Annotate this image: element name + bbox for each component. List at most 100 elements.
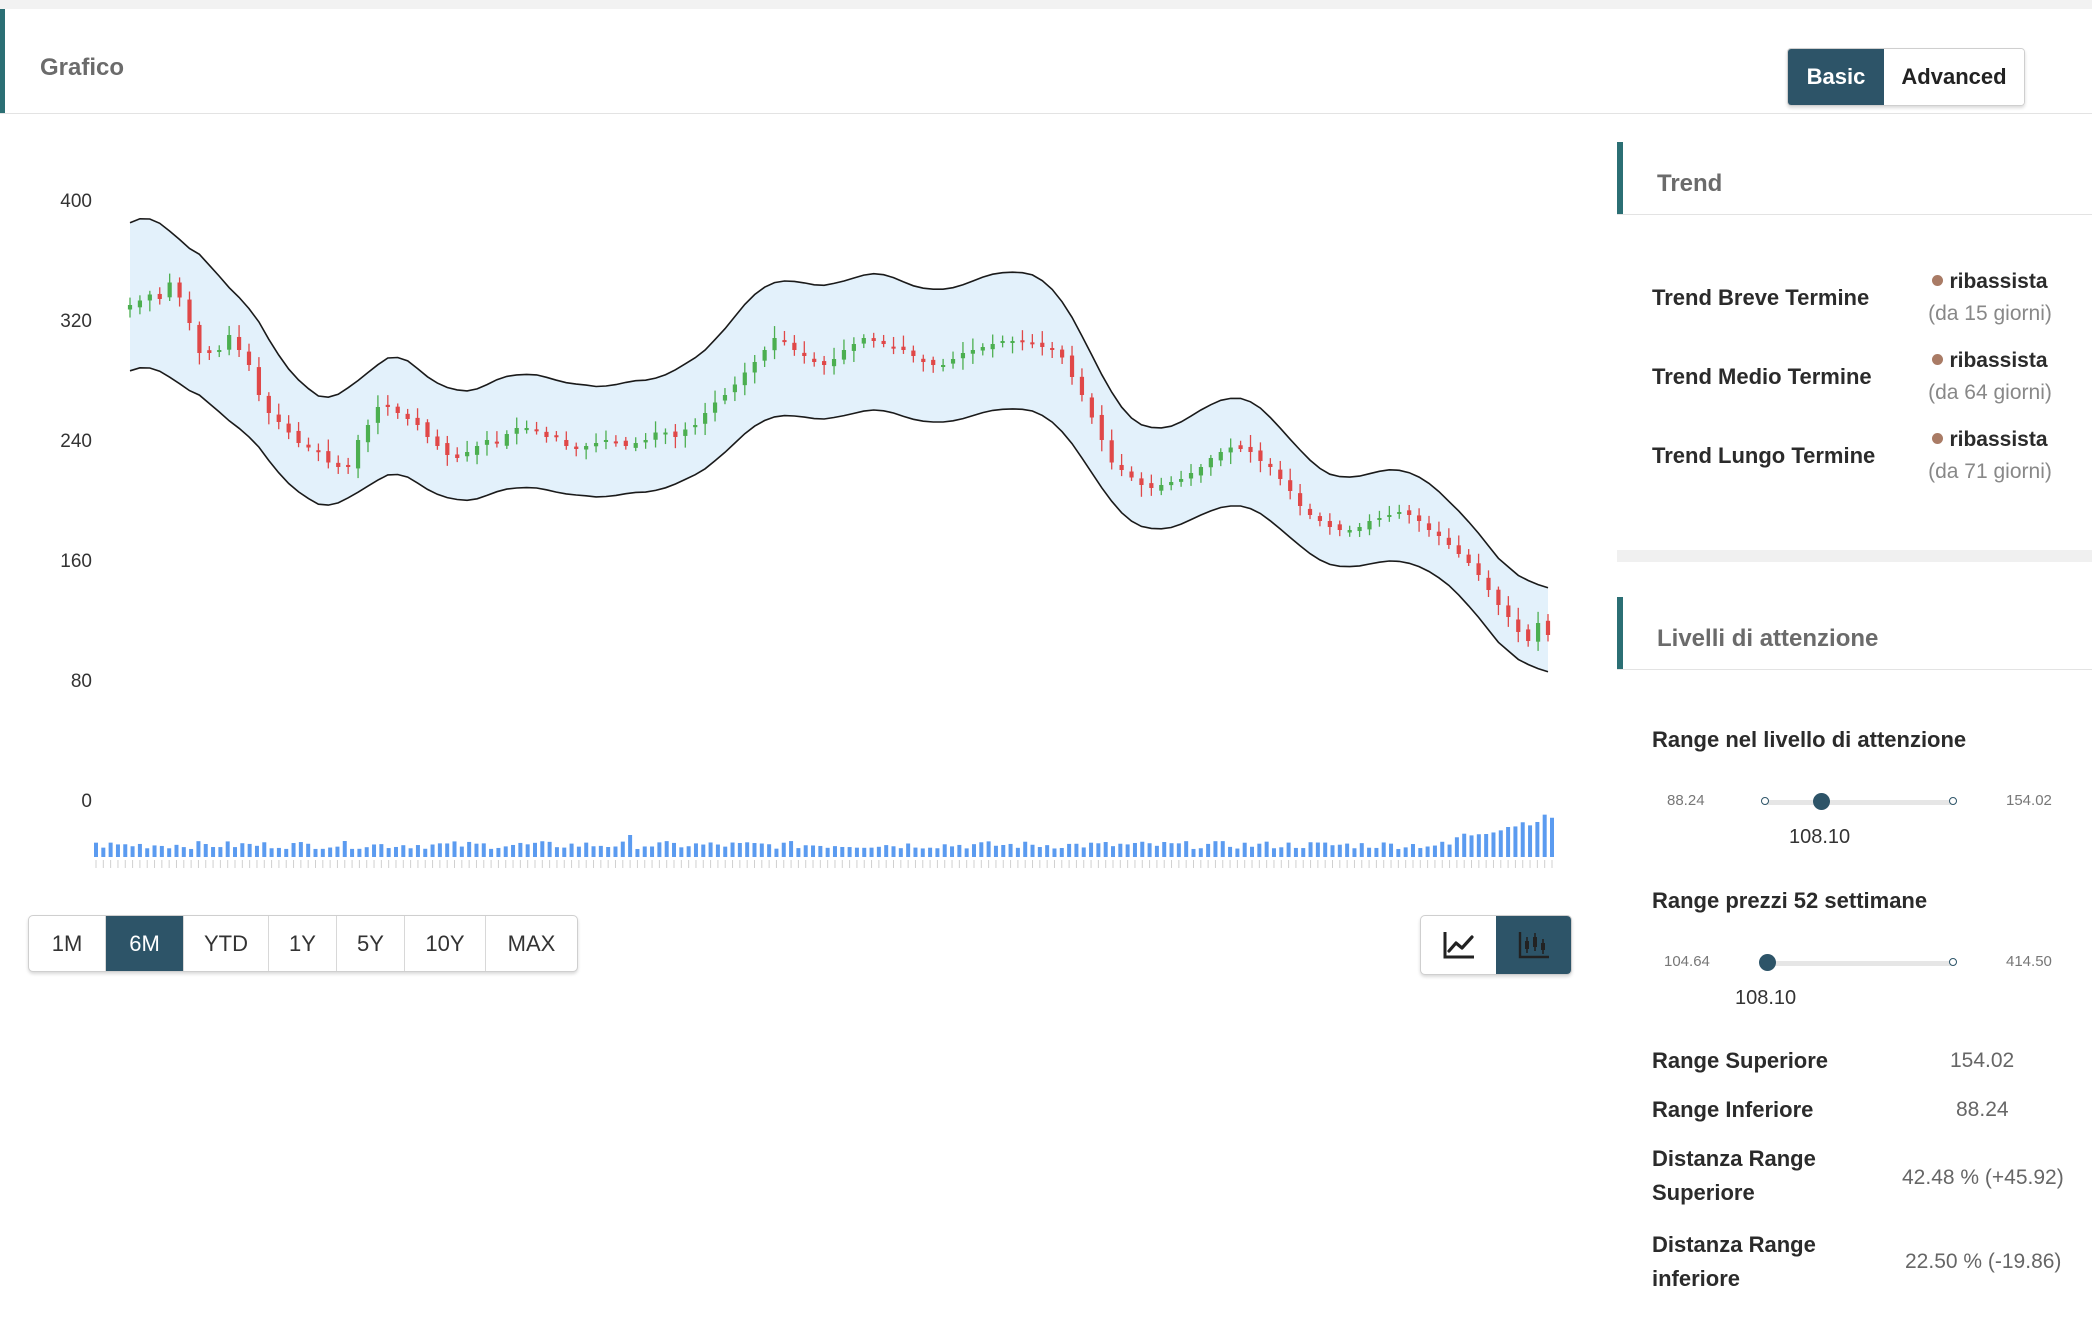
header-title: Grafico [40,54,125,81]
period-1m-button[interactable]: 1M [29,916,106,971]
candle [127,297,133,318]
candle [157,287,162,305]
levels-section-header: Livelli di attenzione [1617,597,2092,670]
candle [137,295,143,315]
volume-bar [554,847,559,857]
candle [1010,336,1015,354]
volume-bar [167,848,172,857]
volume-bar [1067,843,1072,857]
candle [643,433,648,449]
candle [1526,624,1531,647]
y-tick-label: 320 [60,311,92,332]
volume-bar [137,843,142,857]
volume-bar [789,841,794,857]
volume-bar [1147,843,1152,857]
volume-bar [269,848,274,857]
volume-bar [1396,848,1401,857]
volume-bar [840,846,845,857]
volume-bar [1037,847,1042,857]
volume-bar [657,842,662,857]
candle [990,334,995,358]
volume-bar [372,844,377,857]
volume-bar [1264,841,1269,857]
volume-bar [774,848,779,857]
basic-button[interactable]: Basic [1788,49,1884,105]
volume-bar [511,844,516,857]
range-inferiore-label: Range Inferiore [1652,1097,1814,1122]
candle [266,392,271,425]
trend-title: Trend [1657,170,1723,197]
volume-bar [1030,844,1035,857]
volume-bar [723,846,728,857]
candle [177,277,182,307]
candle [296,422,301,448]
volume-bar [1432,845,1437,857]
volume-bar [979,842,984,857]
volume-bar [811,845,816,857]
candle [802,341,807,364]
volume-bar [1132,842,1137,857]
volume-bar [1052,848,1057,857]
volume-bar [964,848,969,857]
range-52w-knob[interactable] [1758,954,1776,971]
period-10y-button[interactable]: 10Y [405,916,486,971]
distanza-superiore-label: Distanza Range Superiore [1652,1146,1816,1205]
volume-bar [1352,848,1357,857]
candle [455,447,460,463]
volume-bar [1001,844,1006,857]
volume-bar [1213,841,1218,857]
volume-bar [642,846,647,857]
candle [970,338,975,364]
volume-bar [1330,845,1335,857]
volume-bar [350,848,355,857]
section-separator [1617,550,2092,562]
volume-bar [291,843,296,857]
line-chart-button[interactable] [1421,916,1496,974]
volume-bar [1359,843,1364,857]
candle [1020,330,1025,351]
volume-bar [262,842,267,857]
candle [851,337,856,362]
candle [1218,448,1223,467]
volume-bar [613,846,618,857]
period-max-button[interactable]: MAX [507,930,556,956]
candle [1516,607,1521,643]
candle [405,408,410,426]
period-1y-button[interactable]: 1Y [269,916,337,971]
candle [623,436,628,450]
volume-bar [1045,845,1050,857]
period-5y-button[interactable]: 5Y [337,916,405,971]
volume-bar [189,848,194,857]
volume-bar [635,848,640,857]
volume-bar [715,844,720,857]
volume-bar [628,835,633,857]
candle [365,419,371,453]
volume-bar [942,844,947,857]
candlestick-chart-button[interactable] [1496,916,1571,974]
price-chart[interactable]: 400 320 240 160 80 0 [0,140,1600,890]
candle [1050,341,1055,359]
volume-bar [379,844,384,857]
volume-bar [891,846,896,857]
advanced-button[interactable]: Advanced [1884,49,2024,105]
candle [1506,596,1511,627]
volume-bar [650,846,655,857]
volume-bar [1528,825,1533,857]
candle [1535,611,1541,651]
y-tick-label: 240 [60,431,92,452]
volume-bar [152,845,157,857]
volume-bar [1220,841,1225,857]
candle [306,437,311,452]
volume-bar [1410,844,1415,857]
volume-bar [401,845,406,857]
volume-bar [459,846,464,857]
candle [236,325,242,358]
candle [554,431,559,442]
volume-bar [218,847,223,857]
period-6m-button[interactable]: 6M [106,916,184,971]
period-ytd-button[interactable]: YTD [184,916,269,971]
range-attention-knob[interactable] [1813,793,1831,810]
candle [286,415,291,440]
view-mode-toggle: Basic Advanced [1787,48,2025,106]
candle [812,352,817,367]
